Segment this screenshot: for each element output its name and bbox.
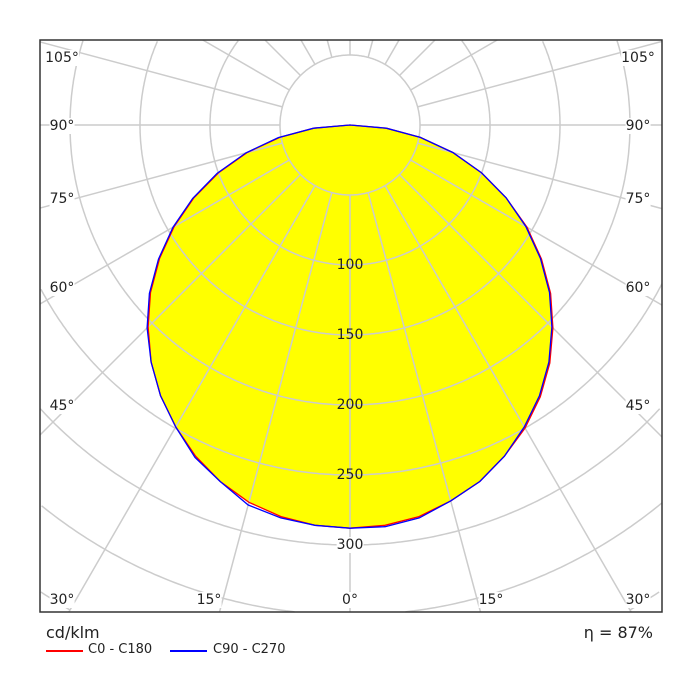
grid-spoke xyxy=(39,41,283,108)
efficiency-label: η = 87% xyxy=(583,623,653,642)
grid-spoke xyxy=(264,39,302,77)
grid-circle xyxy=(41,502,663,613)
angle-tick-label-left: 105° xyxy=(45,50,79,66)
grid-spoke xyxy=(410,39,498,91)
radial-tick-label: 250 xyxy=(336,467,364,483)
grid-spoke xyxy=(384,185,632,613)
angle-tick-label-right: 60° xyxy=(625,280,651,296)
angle-tick-label-right: 105° xyxy=(621,50,655,66)
series-curve-c90-c270 xyxy=(146,124,553,529)
grid-spoke xyxy=(326,39,333,58)
unit-label: cd/klm xyxy=(46,623,100,642)
angle-tick-label-left: 45° xyxy=(49,398,75,414)
grid-spoke xyxy=(39,159,290,305)
angle-tick-label-left: 60° xyxy=(49,280,75,296)
grid-spoke xyxy=(367,192,482,613)
grid-circle xyxy=(40,283,663,476)
angle-tick-label-right: 75° xyxy=(625,191,651,207)
grid-spoke xyxy=(398,173,663,438)
angle-tick-label-right: 90° xyxy=(625,118,651,134)
chart-frame xyxy=(39,39,663,613)
grid-spoke xyxy=(202,39,290,91)
legend-label-c0-c180: C0 - C180 xyxy=(88,642,153,657)
angle-tick-label-bottom: 30° xyxy=(49,592,75,608)
grid-spoke xyxy=(39,173,302,436)
radial-tick-label: 100 xyxy=(336,257,364,273)
radial-tick-label: 150 xyxy=(336,327,364,343)
angle-tick-label-bottom: 15° xyxy=(196,592,222,608)
angle-tick-label-left: 90° xyxy=(49,118,75,134)
plot-area xyxy=(39,39,663,613)
grid-spoke xyxy=(39,142,283,209)
angle-tick-label-bottom: 30° xyxy=(625,592,651,608)
radial-tick-label: 300 xyxy=(336,537,364,553)
radial-tick-label: 200 xyxy=(336,397,364,413)
grid-spoke xyxy=(384,39,400,65)
legend-line-c90-c270 xyxy=(170,650,207,652)
grid-spoke xyxy=(417,142,663,210)
angle-tick-label-bottom: 0° xyxy=(342,592,358,608)
legend-label-c90-c270: C90 - C270 xyxy=(213,642,286,657)
grid-spoke xyxy=(367,39,374,58)
grid-circle xyxy=(39,408,661,546)
angle-tick-label-left: 75° xyxy=(49,191,75,207)
angle-tick-label-bottom: 15° xyxy=(478,592,504,608)
legend-line-c0-c180 xyxy=(46,650,83,652)
grid-spoke xyxy=(218,192,333,613)
grid-spoke xyxy=(68,185,316,613)
grid-spoke xyxy=(398,39,436,77)
angle-tick-label-right: 45° xyxy=(625,398,651,414)
grid-circle xyxy=(139,40,561,336)
grid-spoke xyxy=(410,159,663,306)
grid-spoke xyxy=(300,39,316,65)
grid-circle xyxy=(209,40,491,266)
